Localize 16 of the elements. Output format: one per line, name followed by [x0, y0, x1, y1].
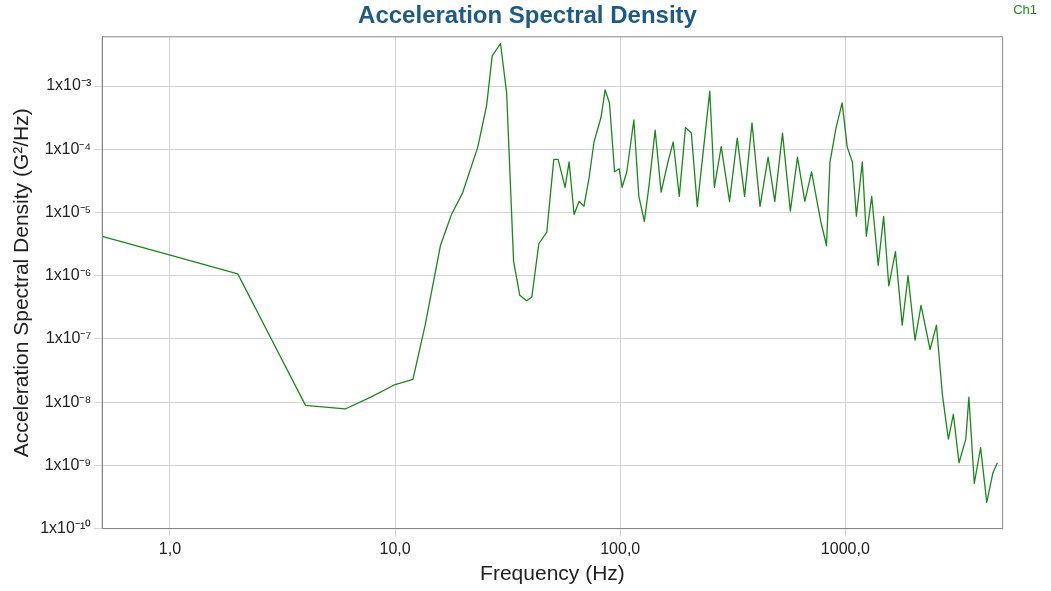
- x-tick-label: 1,0: [158, 539, 182, 557]
- y-tick-label: 1x10⁻⁶: [44, 266, 92, 284]
- x-tick-label: 10,0: [379, 539, 411, 557]
- y-tick-label: 1x10⁻⁸: [44, 392, 92, 410]
- y-tick-label: 1x10⁻⁵: [44, 202, 92, 220]
- y-tick-label: 1x10⁻⁴: [44, 139, 92, 157]
- y-axis-title: Acceleration Spectral Density (G²/Hz): [9, 108, 33, 458]
- y-tick-label: 1x10⁻³: [46, 76, 92, 94]
- x-tick-label: 100,0: [600, 539, 641, 557]
- chart-title: Acceleration Spectral Density: [358, 1, 698, 29]
- x-tick-label: 1000,0: [820, 539, 870, 557]
- x-axis-title: Frequency (Hz): [480, 561, 625, 585]
- y-tick-label: 1x10⁻⁷: [45, 329, 92, 347]
- text: Ch1: [1013, 2, 1038, 18]
- y-tick-label: 1x10⁻⁹: [44, 455, 92, 473]
- y-tick-label: 1x10⁻¹⁰: [40, 519, 92, 537]
